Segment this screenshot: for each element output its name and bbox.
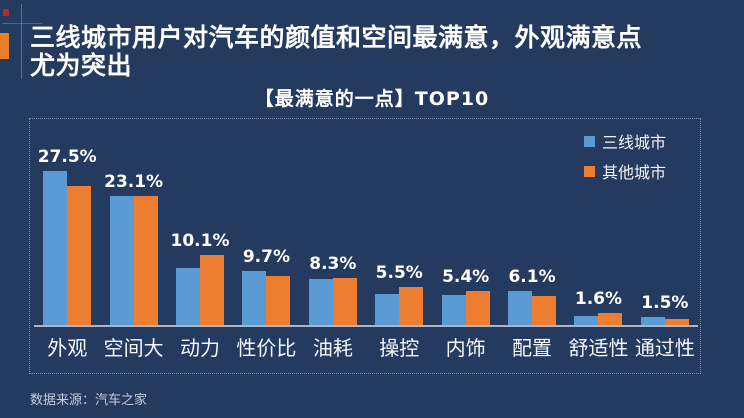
bar-group-1: 27.5% [34, 119, 100, 325]
category-label-4: 性价比 [236, 336, 297, 360]
bar-other-3 [200, 255, 225, 325]
bar-tier3-9 [574, 316, 599, 325]
bar-tier3-7 [441, 294, 466, 325]
bar-group-5: 8.3% [300, 119, 366, 325]
chart-title: 【最满意的一点】TOP10 [254, 88, 490, 110]
bar-tier3-6 [375, 294, 400, 325]
bar-plot: 27.5% 23.1% 10.1% 9.7% 8.3% 5.5% 5.4% 6.1% 1.6% 1… [34, 119, 698, 327]
bar-tier3-4 [242, 270, 267, 325]
category-label-6: 操控 [379, 336, 420, 360]
legend-label: 其他城市 [601, 163, 666, 182]
value-label-10: 1.5% [641, 292, 689, 313]
bar-other-7 [465, 291, 490, 325]
category-label-9: 舒适性 [568, 336, 629, 360]
bar-tier3-2 [109, 195, 134, 325]
chart-area: 三线城市 其他城市 27.5% 23.1% 10.1% 9.7% 8.3% 5.5% 5.4… [29, 118, 701, 374]
page-title-line2: 尤为突出 [30, 51, 133, 80]
legend-swatch-orange [583, 165, 595, 177]
bar-other-10 [664, 318, 689, 325]
bar-group-4: 9.7% [233, 119, 299, 325]
bar-other-4 [266, 276, 291, 325]
decoration-orange-accent-bar [0, 33, 9, 59]
category-label-1: 外观 [47, 336, 88, 360]
category-label-8: 配置 [512, 336, 553, 360]
value-label-3: 10.1% [170, 231, 230, 251]
bar-group-9: 1.6% [565, 119, 631, 325]
bar-tier3-8 [508, 290, 533, 325]
bar-other-6 [399, 286, 424, 325]
page-title: 三线城市用户对汽车的颜值和空间最满意，外观满意点 尤为突出 [30, 24, 730, 80]
category-label-3: 动力 [180, 336, 221, 360]
bar-group-10: 1.5% [632, 119, 698, 325]
bar-group-7: 5.4% [432, 119, 498, 325]
value-label-9: 1.6% [574, 289, 623, 310]
bar-group-8: 6.1% [499, 119, 565, 325]
value-label-8: 6.1% [508, 266, 556, 287]
bar-tier3-1 [43, 171, 68, 325]
decoration-vertical-line [21, 4, 22, 79]
bar-other-8 [532, 295, 557, 325]
bar-tier3-3 [176, 268, 201, 325]
bar-tier3-5 [308, 278, 333, 325]
category-label-10: 通过性 [634, 336, 695, 360]
category-axis: 外观 空间大 动力 性价比 油耗 操控 内饰 配置 舒适性 通过性 [34, 332, 698, 361]
data-source-note: 数据来源：汽车之家 [30, 393, 148, 408]
bar-other-5 [332, 278, 357, 325]
bar-group-6: 5.5% [366, 119, 432, 325]
legend-swatch-blue [583, 135, 595, 147]
chart-legend: 三线城市 其他城市 [583, 129, 666, 183]
category-label-7: 内饰 [445, 336, 486, 360]
bar-group-2: 23.1% [100, 119, 166, 325]
decoration-red-square [3, 9, 9, 16]
category-label-5: 油耗 [312, 336, 353, 360]
page-title-line1: 三线城市用户对汽车的颜值和空间最满意，外观满意点 [30, 23, 643, 52]
bar-group-3: 10.1% [167, 119, 233, 325]
decoration-horizontal-line [2, 23, 42, 24]
bar-other-2 [133, 196, 158, 325]
legend-item-other-cities: 其他城市 [583, 159, 666, 183]
bar-tier3-10 [640, 316, 665, 325]
bar-other-9 [598, 313, 623, 325]
category-label-2: 空间大 [103, 336, 164, 360]
value-label-1: 27.5% [37, 147, 97, 167]
value-label-7: 5.4% [442, 267, 490, 288]
value-label-5: 8.3% [309, 253, 357, 274]
legend-label: 三线城市 [601, 133, 666, 152]
value-label-2: 23.1% [104, 171, 164, 192]
value-label-6: 5.5% [375, 262, 423, 283]
value-label-4: 9.7% [242, 246, 290, 267]
legend-item-tier3-cities: 三线城市 [583, 129, 666, 153]
bar-other-1 [67, 186, 92, 325]
